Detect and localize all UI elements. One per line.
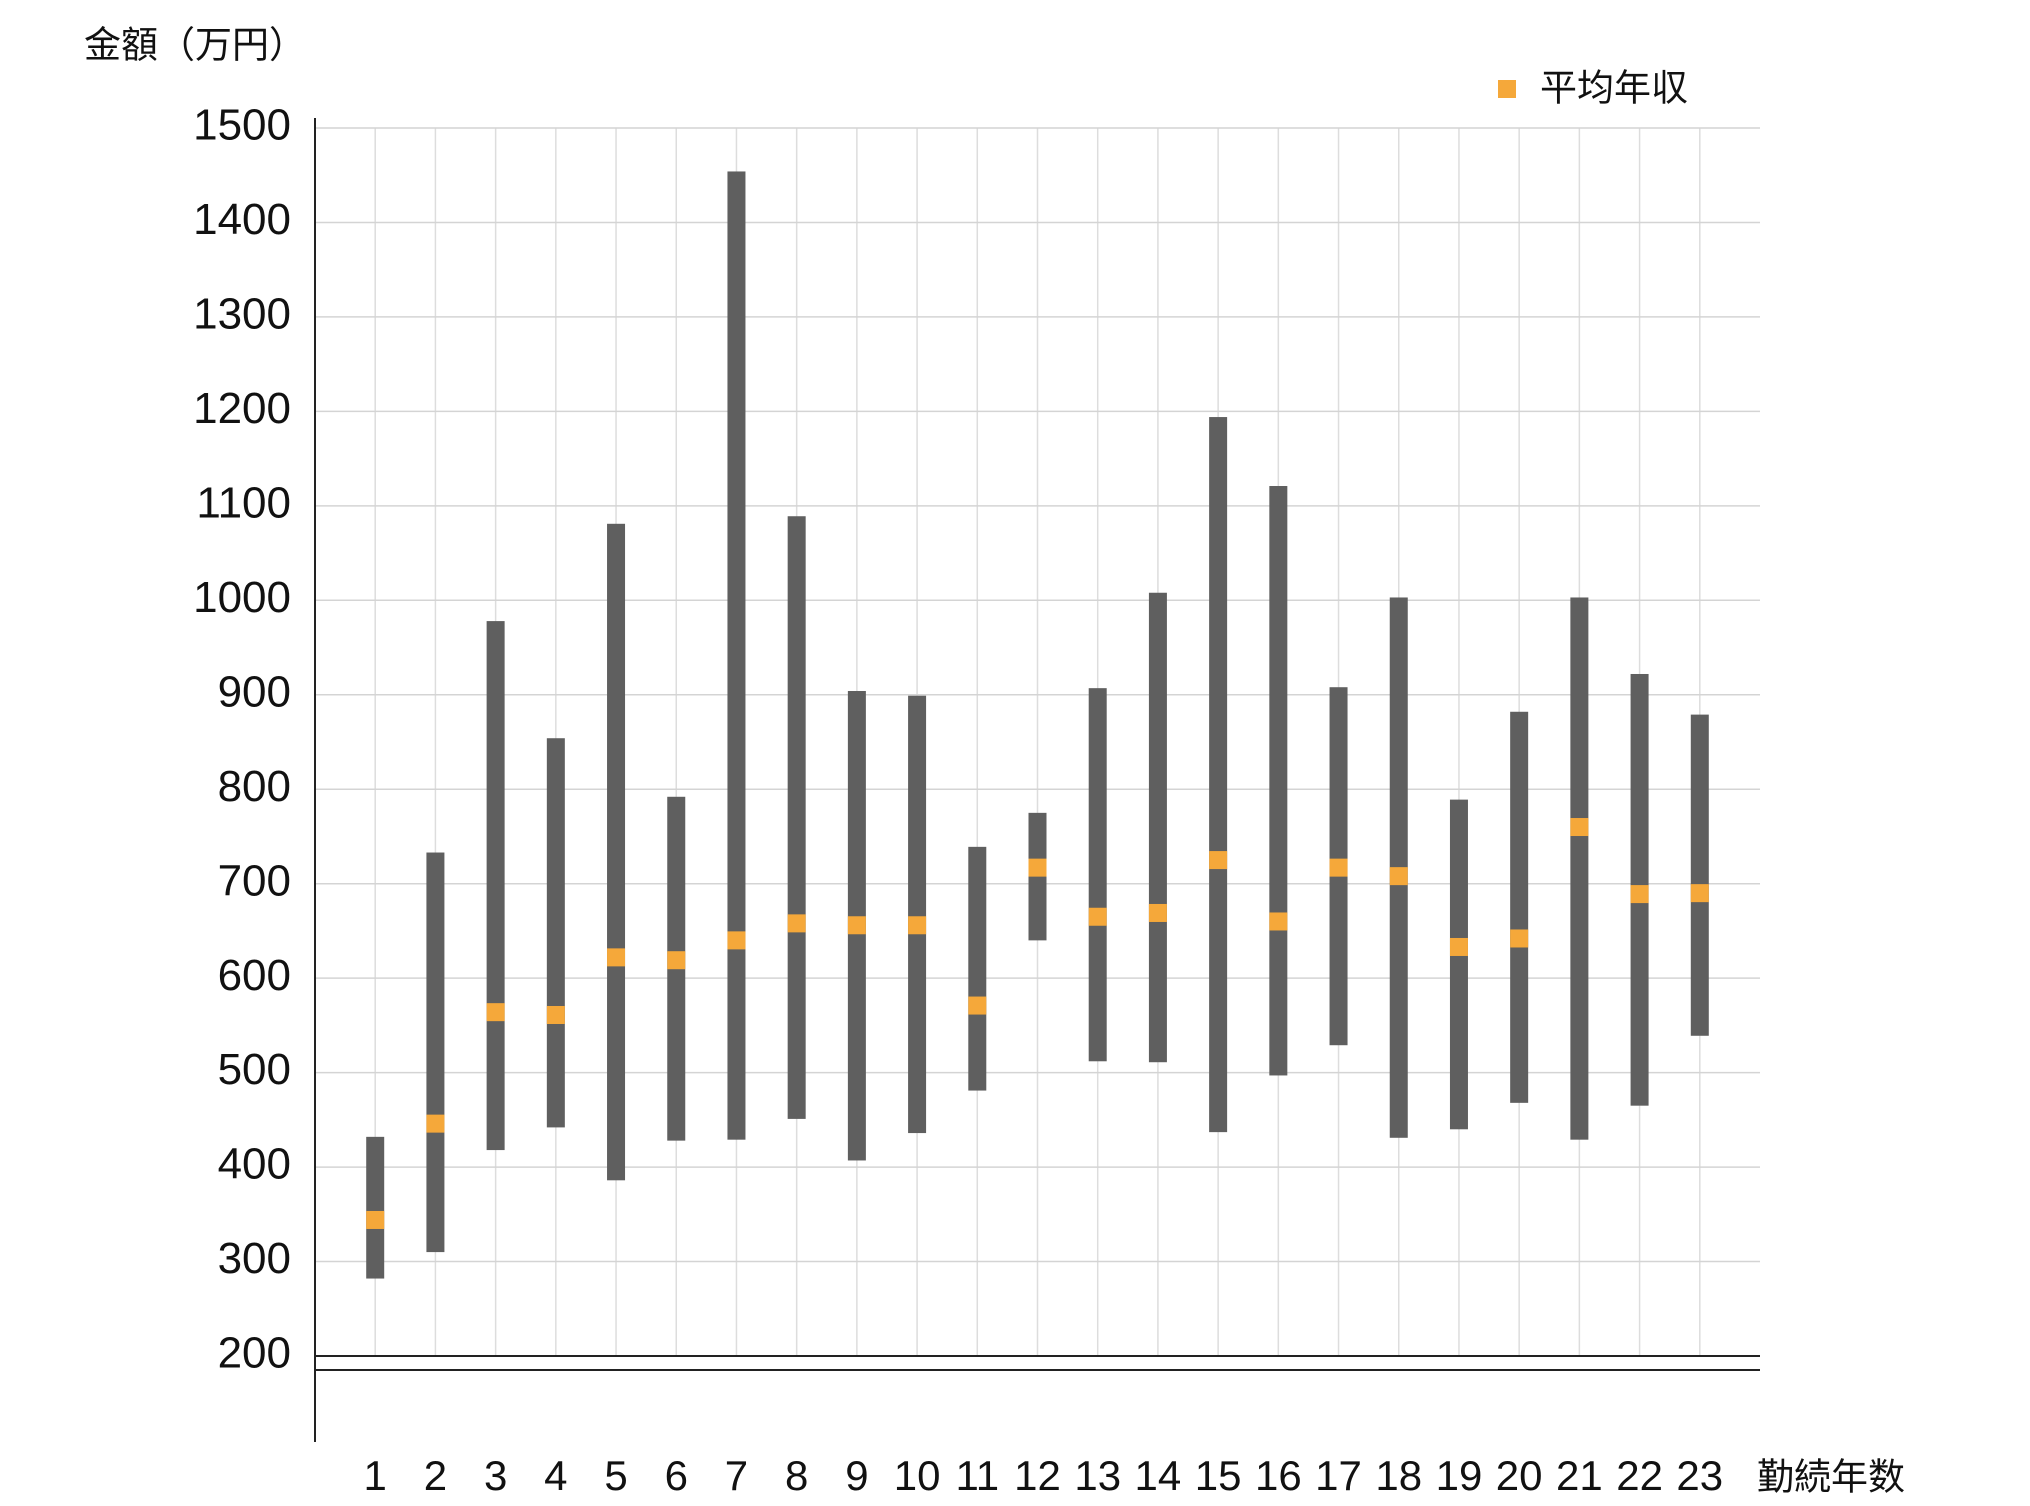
average-marker <box>546 1005 565 1024</box>
y-tick-label: 1100 <box>196 478 291 527</box>
range-bar <box>968 846 987 1091</box>
average-marker <box>1209 851 1228 870</box>
x-tick-label: 21 <box>1556 1452 1603 1499</box>
range-bar <box>1449 799 1468 1130</box>
x-tick-label: 20 <box>1496 1452 1543 1499</box>
range-bar <box>1690 714 1709 1036</box>
average-marker <box>1630 885 1649 904</box>
y-tick-label: 1400 <box>193 195 291 244</box>
x-tick-label: 3 <box>484 1452 507 1499</box>
average-marker <box>1148 903 1167 922</box>
average-marker <box>1510 929 1529 948</box>
y-tick-label: 500 <box>218 1045 291 1094</box>
range-bar <box>1209 417 1228 1133</box>
average-marker <box>1329 858 1348 877</box>
y-tick-label: 1000 <box>193 573 291 622</box>
legend-marker <box>1498 80 1516 98</box>
average-marker <box>1088 907 1107 926</box>
y-tick-label: 700 <box>218 856 291 905</box>
x-tick-label: 1 <box>364 1452 387 1499</box>
y-tick-label: 600 <box>218 951 291 1000</box>
average-marker <box>727 931 746 950</box>
average-marker <box>667 951 686 970</box>
average-marker <box>607 948 626 967</box>
y-tick-label: 1300 <box>193 290 291 339</box>
y-tick-label: 1500 <box>193 101 291 150</box>
x-tick-label: 6 <box>665 1452 688 1499</box>
x-tick-label: 15 <box>1195 1452 1242 1499</box>
y-tick-label: 900 <box>218 667 291 716</box>
average-marker <box>366 1210 385 1229</box>
x-axis-title: 勤続年数 <box>1757 1456 1905 1499</box>
x-tick-label: 12 <box>1014 1452 1061 1499</box>
x-tick-label: 8 <box>785 1452 808 1499</box>
average-marker <box>908 916 927 935</box>
x-tick-label: 10 <box>894 1452 941 1499</box>
range-bar <box>1148 592 1167 1063</box>
average-marker <box>1389 867 1408 886</box>
y-tick-label: 200 <box>218 1329 291 1378</box>
range-bar <box>787 516 806 1119</box>
range-bar <box>1269 486 1288 1076</box>
average-marker <box>486 1003 505 1022</box>
x-tick-label: 2 <box>424 1452 447 1499</box>
x-tick-label: 16 <box>1255 1452 1302 1499</box>
range-bar <box>1570 597 1589 1140</box>
average-marker <box>426 1114 445 1133</box>
average-marker <box>968 996 987 1015</box>
range-bar <box>1510 711 1529 1103</box>
x-tick-label: 23 <box>1676 1452 1723 1499</box>
average-marker <box>1028 858 1047 877</box>
average-marker <box>847 916 866 935</box>
y-tick-label: 400 <box>218 1140 291 1189</box>
x-tick-label: 18 <box>1375 1452 1422 1499</box>
range-bar <box>607 523 626 1181</box>
x-tick-label: 13 <box>1074 1452 1121 1499</box>
average-marker <box>1269 912 1288 931</box>
range-bar <box>908 695 927 1134</box>
x-tick-label: 19 <box>1436 1452 1483 1499</box>
x-tick-label: 7 <box>725 1452 748 1499</box>
average-marker <box>1570 818 1589 837</box>
average-marker <box>1690 884 1709 903</box>
x-tick-label: 9 <box>845 1452 868 1499</box>
average-marker <box>787 914 806 933</box>
x-tick-label: 11 <box>955 1452 999 1499</box>
y-tick-label: 1200 <box>193 384 291 433</box>
legend-label: 平均年収 <box>1540 67 1688 110</box>
range-bar <box>546 738 565 1128</box>
x-tick-label: 5 <box>604 1452 627 1499</box>
range-bar <box>1088 688 1107 1062</box>
average-marker <box>1449 937 1468 956</box>
y-tick-label: 800 <box>218 762 291 811</box>
x-tick-label: 4 <box>544 1452 567 1499</box>
range-bar <box>486 621 505 1151</box>
x-tick-label: 22 <box>1616 1452 1663 1499</box>
range-bar <box>727 171 746 1140</box>
range-bar <box>366 1136 385 1279</box>
range-bar <box>426 852 445 1253</box>
x-tick-label: 17 <box>1315 1452 1362 1499</box>
x-tick-label: 14 <box>1135 1452 1182 1499</box>
y-axis-title: 金額（万円） <box>84 24 306 67</box>
y-tick-label: 300 <box>218 1234 291 1283</box>
